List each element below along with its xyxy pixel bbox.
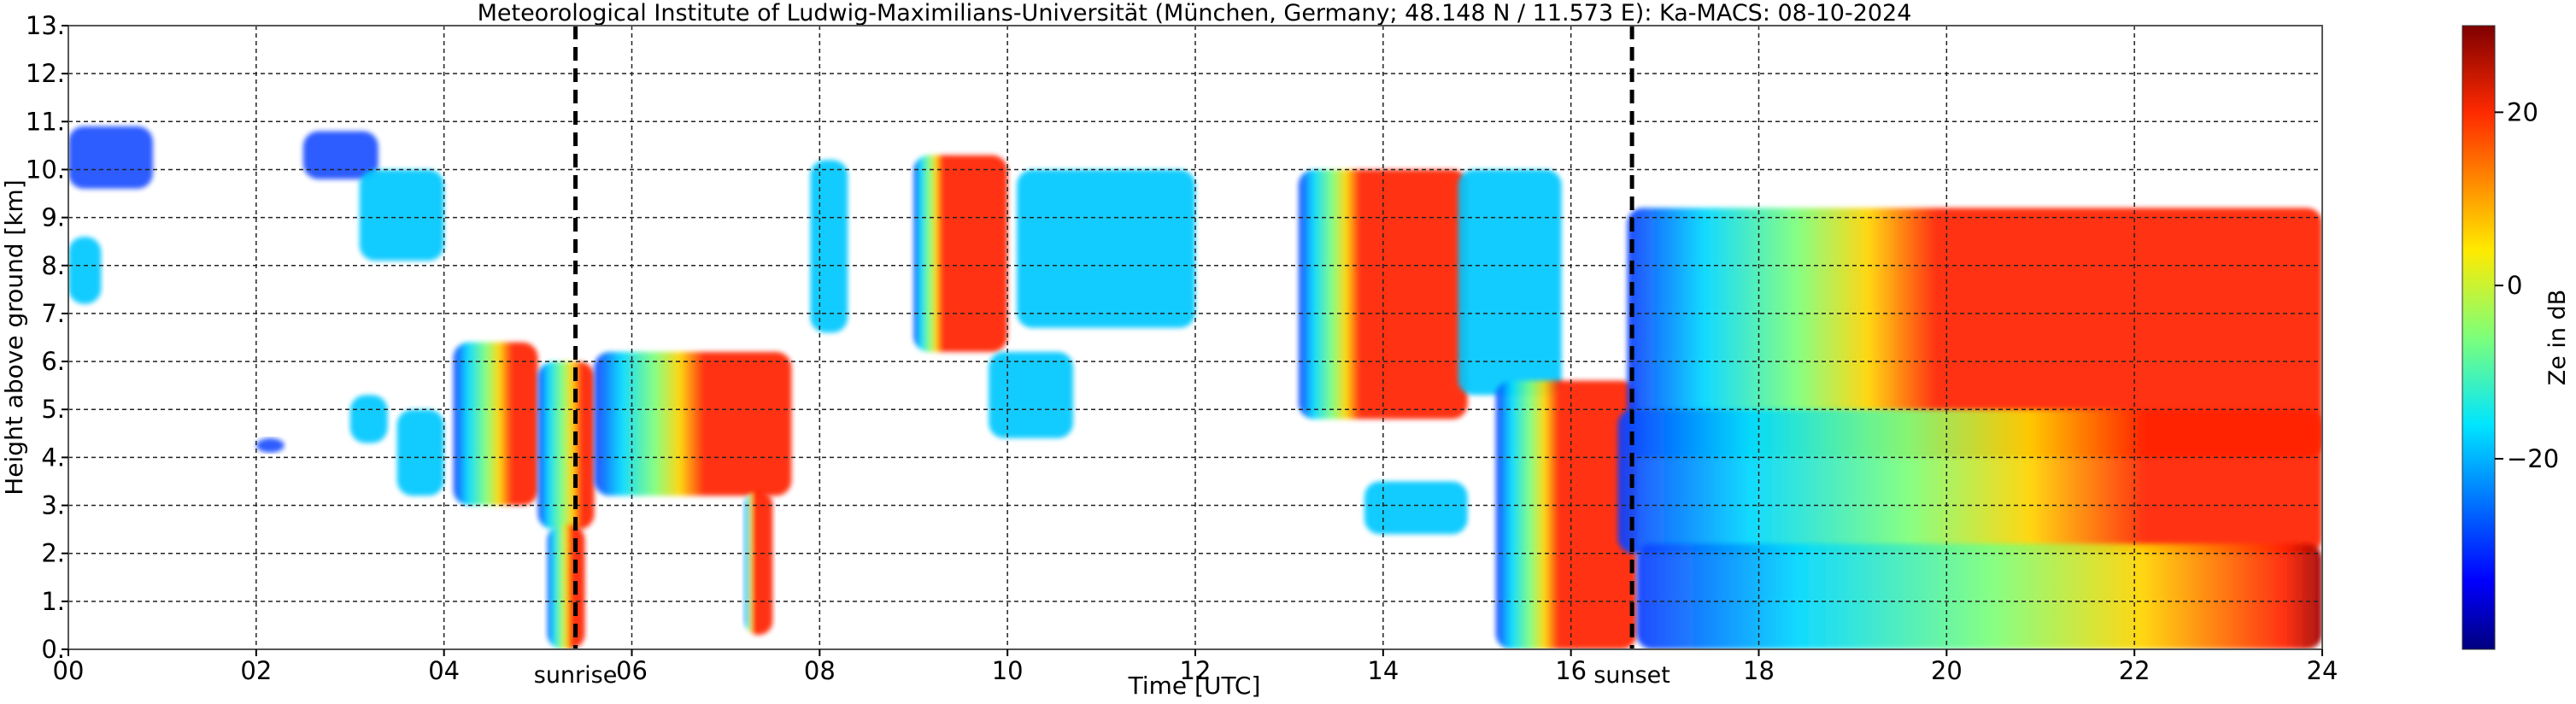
y-tick-label: 13. [26,11,65,40]
event-lines: sunrise sunset [534,26,1670,689]
echo-region [1017,169,1195,328]
x-tick-label: 24 [2307,656,2338,685]
echo-region [68,126,153,189]
y-tick-label: 10. [26,155,65,184]
y-tick-label: 2. [41,539,65,568]
y-tick-label: 8. [41,251,65,280]
x-tick-label: 00 [53,656,85,685]
colorbar-tick-label: 20 [2507,97,2538,126]
y-tick-label: 4. [41,443,65,472]
echo-region [68,237,102,304]
colorbar-label: Ze in dB [2544,290,2571,386]
x-tick-label: 14 [1367,656,1399,685]
y-tick-label: 6. [41,347,65,376]
echo-region [1458,169,1562,396]
echo-region [349,395,388,443]
echo-region [302,131,378,179]
echo-region [989,351,1074,438]
y-axis-ticks: 0. 1. 2. 3. 4. 5. 6. 7. 8. 9. 10. 11. 12. 13. [26,11,68,664]
y-tick-label: 9. [41,203,65,232]
x-axis-label: Time [UTC] [1128,672,1261,700]
echo-region [396,409,444,496]
echo-region [1364,481,1468,535]
x-tick-label: 12 [1180,656,1212,685]
echo-region [359,169,444,261]
y-tick-label: 3. [41,491,65,520]
echo-region [594,351,792,496]
y-tick-label: 1. [41,587,65,616]
x-axis-ticks: 00 02 04 06 08 10 12 14 16 18 20 22 24 [53,649,2338,685]
x-tick-label: 20 [1931,656,1963,685]
x-tick-label: 08 [804,656,836,685]
echo-region [810,160,848,333]
x-tick-label: 04 [428,656,460,685]
plot-area: sunrise sunset 00 02 04 06 08 10 12 14 16 18 20 22 24… [26,11,2338,689]
echo-region [1617,409,2322,554]
echo-region [1298,169,1468,419]
colorbar-tick-label: −20 [2507,444,2559,473]
sunrise-label: sunrise [534,662,618,689]
y-axis-label: Height above ground [km] [0,179,28,496]
x-tick-label: 16 [1555,656,1587,685]
echo-region [537,361,595,530]
y-tick-label: 5. [41,395,65,424]
echo-region [1495,380,1637,649]
echo-region [744,490,773,636]
x-tick-label: 10 [992,656,1024,685]
gridlines [68,26,2322,649]
x-tick-label: 18 [1743,656,1775,685]
y-tick-label: 7. [41,299,65,328]
y-tick-label: 12. [26,59,65,88]
echo-region [255,437,285,453]
x-tick-label: 06 [616,656,648,685]
colorbar: 20 0 −20 Ze in dB [2462,25,2571,650]
echo-region [913,155,1008,352]
colorbar-ticks: 20 0 −20 [2495,97,2559,473]
x-tick-label: 02 [240,656,272,685]
colorbar-tick-label: 0 [2507,271,2522,300]
echo-region [1627,208,2322,458]
y-tick-label: 0. [41,635,65,664]
echo-regions [68,126,2322,649]
echo-region [453,342,538,506]
echo-region [1636,543,2322,649]
x-tick-label: 22 [2119,656,2151,685]
sunset-label: sunset [1593,662,1670,689]
chart-title: Meteorological Institute of Ludwig-Maxim… [478,0,1912,26]
y-tick-label: 11. [26,107,65,136]
echo-region [547,525,585,649]
colorbar-gradient [2462,25,2496,650]
